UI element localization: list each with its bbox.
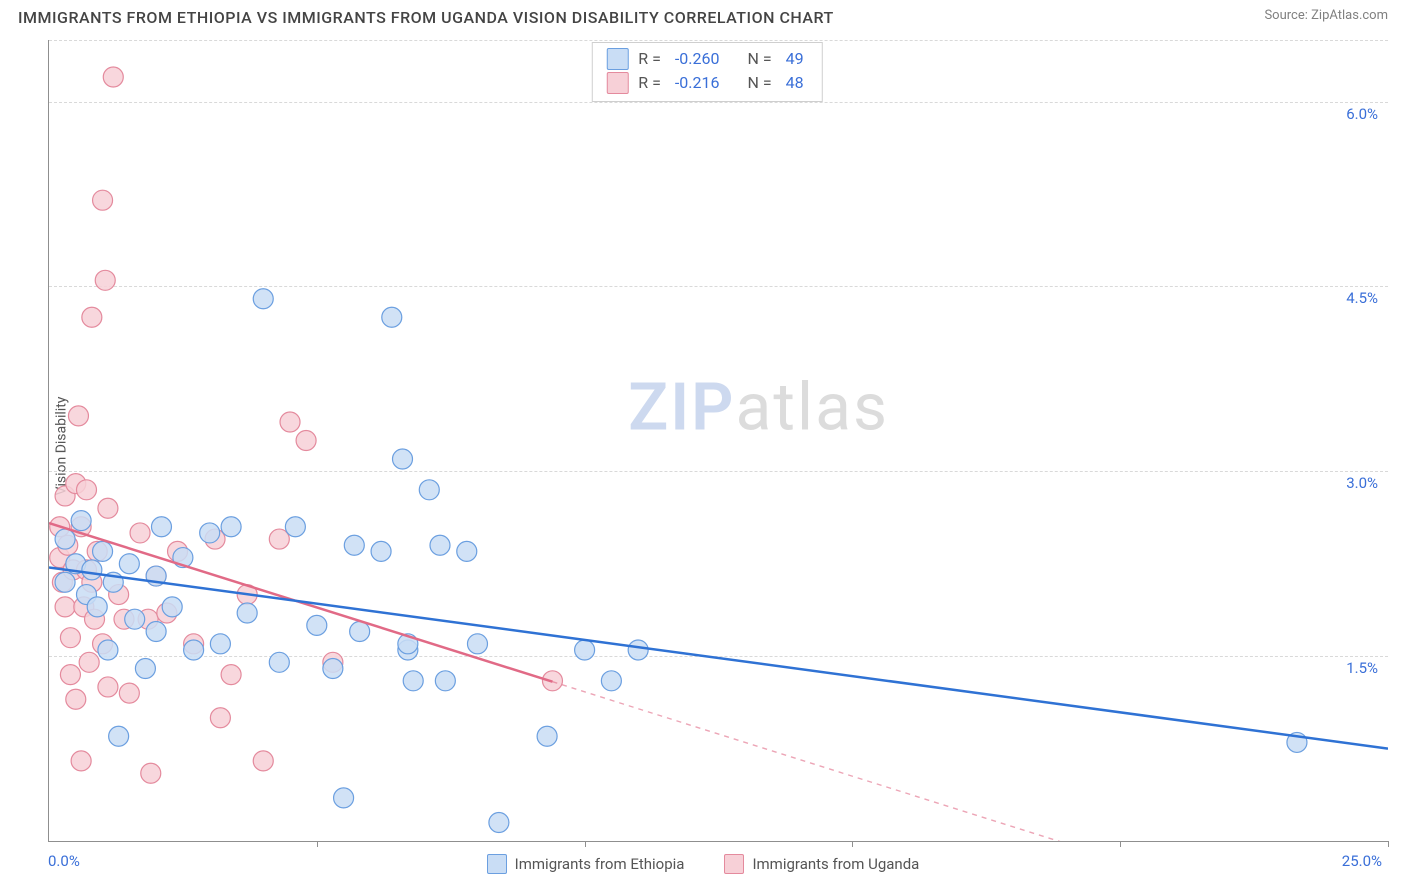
scatter-point (253, 751, 273, 771)
legend-swatch-uganda (724, 854, 744, 874)
r-value-uganda: -0.216 (671, 71, 724, 95)
scatter-point (382, 307, 402, 327)
scatter-point (221, 665, 241, 685)
scatter-svg (49, 40, 1388, 841)
swatch-ethiopia (606, 48, 628, 70)
scatter-point (457, 541, 477, 561)
scatter-point (537, 726, 557, 746)
scatter-point (82, 307, 102, 327)
scatter-point (103, 67, 123, 87)
n-label: N = (747, 71, 771, 95)
scatter-point (237, 603, 257, 623)
scatter-point (55, 529, 75, 549)
scatter-point (146, 622, 166, 642)
scatter-point (371, 541, 391, 561)
scatter-point (55, 572, 75, 592)
scatter-point (307, 615, 327, 635)
legend-item-ethiopia: Immigrants from Ethiopia (487, 854, 685, 874)
scatter-point (130, 523, 150, 543)
r-value-ethiopia: -0.260 (671, 47, 724, 71)
scatter-point (467, 634, 487, 654)
source-attribution: Source: ZipAtlas.com (1264, 8, 1388, 23)
x-tick (317, 841, 318, 847)
scatter-point (269, 652, 289, 672)
legend-swatch-ethiopia (487, 854, 507, 874)
legend-label-uganda: Immigrants from Uganda (752, 855, 919, 873)
source-label: Source: (1264, 8, 1307, 23)
stats-row-uganda: R = -0.216 N = 48 (606, 71, 807, 95)
scatter-point (71, 751, 91, 771)
scatter-point (296, 431, 316, 451)
scatter-point (435, 671, 455, 691)
scatter-point (323, 658, 343, 678)
scatter-point (430, 535, 450, 555)
scatter-point (184, 640, 204, 660)
scatter-point (221, 517, 241, 537)
scatter-point (344, 535, 364, 555)
scatter-point (280, 412, 300, 432)
swatch-uganda (606, 72, 628, 94)
scatter-point (601, 671, 621, 691)
scatter-point (66, 689, 86, 709)
chart-title: IMMIGRANTS FROM ETHIOPIA VS IMMIGRANTS F… (18, 8, 834, 27)
scatter-point (419, 480, 439, 500)
n-label: N = (747, 47, 771, 71)
bottom-legend: Immigrants from Ethiopia Immigrants from… (0, 854, 1406, 874)
scatter-point (93, 190, 113, 210)
scatter-point (68, 406, 88, 426)
x-tick (852, 841, 853, 847)
scatter-point (119, 683, 139, 703)
scatter-point (162, 597, 182, 617)
x-tick (585, 841, 586, 847)
scatter-point (55, 597, 75, 617)
scatter-point (76, 480, 96, 500)
correlation-stats-box: R = -0.260 N = 49 R = -0.216 N = 48 (591, 42, 822, 102)
scatter-point (71, 511, 91, 531)
scatter-point (98, 640, 118, 660)
n-value-ethiopia: 49 (782, 47, 808, 71)
n-value-uganda: 48 (782, 71, 808, 95)
scatter-point (141, 763, 161, 783)
stats-row-ethiopia: R = -0.260 N = 49 (606, 47, 807, 71)
scatter-point (93, 541, 113, 561)
scatter-point (575, 640, 595, 660)
scatter-point (109, 726, 129, 746)
scatter-point (60, 665, 80, 685)
scatter-point (210, 634, 230, 654)
x-tick (1120, 841, 1121, 847)
scatter-point (135, 658, 155, 678)
scatter-point (210, 708, 230, 728)
r-label: R = (638, 71, 661, 95)
scatter-point (200, 523, 220, 543)
r-label: R = (638, 47, 661, 71)
source-link[interactable]: ZipAtlas.com (1311, 8, 1388, 23)
scatter-point (285, 517, 305, 537)
legend-label-ethiopia: Immigrants from Ethiopia (515, 855, 685, 873)
legend-item-uganda: Immigrants from Uganda (724, 854, 919, 874)
scatter-point (253, 289, 273, 309)
scatter-point (119, 554, 139, 574)
scatter-point (151, 517, 171, 537)
scatter-point (60, 628, 80, 648)
scatter-point (79, 652, 99, 672)
scatter-point (489, 813, 509, 833)
scatter-point (98, 498, 118, 518)
scatter-point (334, 788, 354, 808)
scatter-point (350, 622, 370, 642)
scatter-point (95, 270, 115, 290)
scatter-point (82, 560, 102, 580)
scatter-point (98, 677, 118, 697)
trend-line (49, 567, 1388, 748)
scatter-point (87, 597, 107, 617)
trend-line-extrapolated (552, 682, 1136, 841)
scatter-point (125, 609, 145, 629)
scatter-point (403, 671, 423, 691)
scatter-point (392, 449, 412, 469)
plot-area: ZIPatlas R = -0.260 N = 49 R = -0.216 N … (48, 40, 1388, 842)
scatter-point (628, 640, 648, 660)
x-tick (1388, 841, 1389, 847)
